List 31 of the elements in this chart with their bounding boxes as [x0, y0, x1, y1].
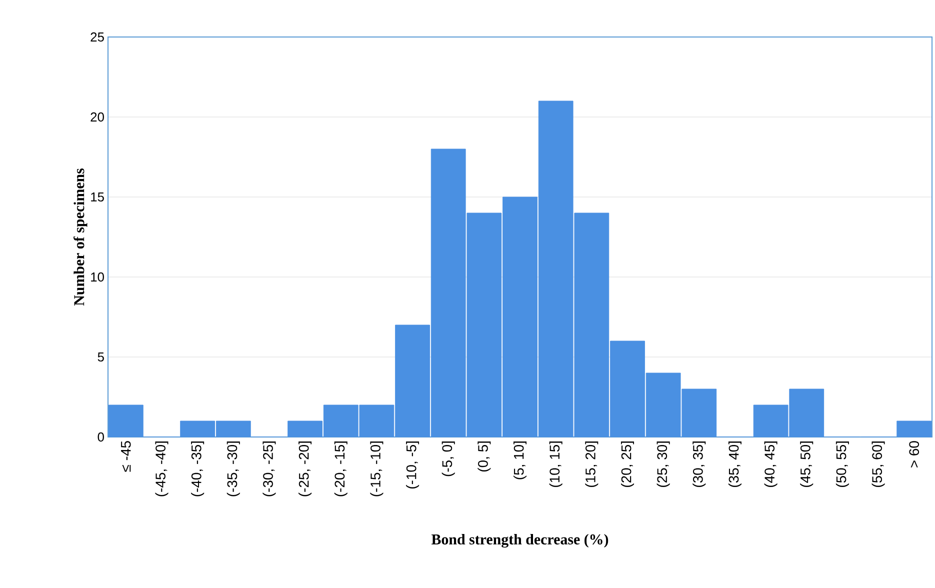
y-tick-label: 5: [98, 352, 104, 362]
x-tick-label: (-45, -40]: [155, 442, 168, 496]
x-tick-label: (40, 45]: [764, 442, 778, 487]
y-tick-label: 25: [90, 32, 104, 42]
x-tick-label: (35, 40]: [728, 442, 742, 487]
x-tick-label: (-25, -20]: [298, 442, 312, 496]
x-tick-label: (30, 35]: [692, 442, 706, 487]
x-tick-label: (-5, 0]: [442, 442, 455, 476]
y-tick-label: 15: [91, 192, 104, 202]
x-tick-label: (15, 20]: [585, 442, 598, 487]
x-tick-label: (-35, -30]: [226, 442, 240, 496]
y-tick-label: 20: [90, 112, 104, 122]
x-tick-label: (55, 60]: [872, 442, 885, 487]
y-axis-title: Number of specimens: [74, 168, 88, 306]
x-tick-label: (45, 50]: [800, 442, 814, 487]
y-tick-label: 10: [91, 272, 104, 282]
x-tick-label: (-20, -15]: [334, 442, 348, 496]
x-tick-label: (-15, -10]: [370, 442, 384, 496]
x-tick-label: (0, 5]: [478, 442, 491, 472]
x-tick-label: (-30, -25]: [262, 442, 276, 496]
x-tick-label: (-10, -5]: [406, 442, 420, 488]
x-tick-label: ≤ -45: [121, 441, 131, 472]
x-tick-label: (10, 15]: [549, 442, 562, 487]
x-tick-label: (-40, -35]: [191, 442, 204, 496]
x-tick-label: (5, 10]: [514, 442, 527, 480]
x-tick-label: > 60: [909, 441, 920, 468]
x-tick-label: (20, 25]: [620, 442, 634, 487]
x-tick-label: (50, 55]: [836, 442, 849, 487]
y-tick-label: 0: [98, 432, 104, 442]
x-axis-title: Bond strength decrease (%): [431, 534, 608, 548]
x-tick-label: (25, 30]: [656, 442, 670, 487]
